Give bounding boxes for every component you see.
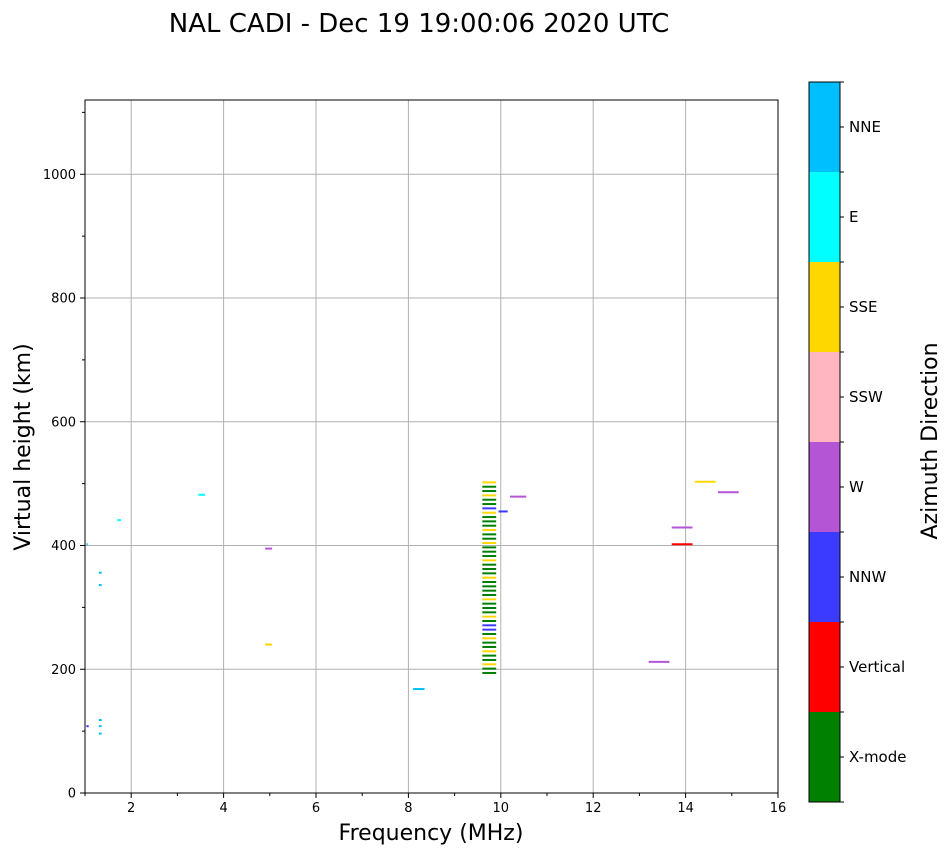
colorbar-frame [808, 81, 841, 803]
colorbar-swatch [809, 172, 840, 262]
y-tick-label: 1000 [43, 168, 76, 183]
colorbar-label: Azimuth Direction [918, 342, 943, 539]
y-tick-label: 0 [68, 787, 76, 802]
colorbar-swatch [809, 82, 840, 172]
colorbar-swatch [809, 712, 840, 802]
colorbar-tick-label: SSE [849, 298, 878, 316]
x-tick-label: 10 [493, 801, 510, 816]
x-tick-label: 8 [404, 801, 412, 816]
grid-lines [85, 100, 778, 793]
colorbar-swatch [809, 352, 840, 442]
y-tick-label: 600 [51, 415, 76, 430]
colorbar-swatch [809, 622, 840, 712]
chart-title: NAL CADI - Dec 19 19:00:06 2020 UTC [169, 9, 669, 39]
x-tick-label: 12 [585, 801, 602, 816]
y-tick-label: 800 [51, 292, 76, 307]
y-axis-label: Virtual height (km) [11, 343, 36, 550]
x-axis-ticks: 2 4 6 8 10 12 14 16 [84, 793, 787, 816]
colorbar-tick-label: SSW [849, 388, 883, 406]
colorbar-tick-label: E [849, 208, 858, 226]
colorbar-tick-label: W [849, 478, 864, 496]
colorbar-tick-label: Vertical [849, 658, 905, 676]
colorbar-tick-label: NNE [849, 118, 881, 136]
y-axis-ticks: 0 200 400 600 800 1000 [43, 111, 85, 802]
colorbar-swatch [809, 532, 840, 622]
plot-frame [84, 99, 779, 794]
x-tick-label: 6 [312, 801, 320, 816]
colorbar-tick-label: NNW [849, 568, 886, 586]
y-tick-label: 200 [51, 663, 76, 678]
x-tick-label: 2 [127, 801, 135, 816]
y-tick-label: 400 [51, 539, 76, 554]
x-tick-label: 16 [770, 801, 787, 816]
data-marks [86, 480, 739, 735]
x-tick-label: 14 [677, 801, 694, 816]
x-axis-label: Frequency (MHz) [339, 821, 524, 846]
colorbar: X-mode Vertical NNW W SSW SSE E NNE [808, 81, 906, 803]
x-tick-label: 4 [219, 801, 227, 816]
colorbar-tick-label: X-mode [849, 748, 906, 766]
colorbar-swatch [809, 262, 840, 352]
colorbar-swatch [809, 442, 840, 532]
